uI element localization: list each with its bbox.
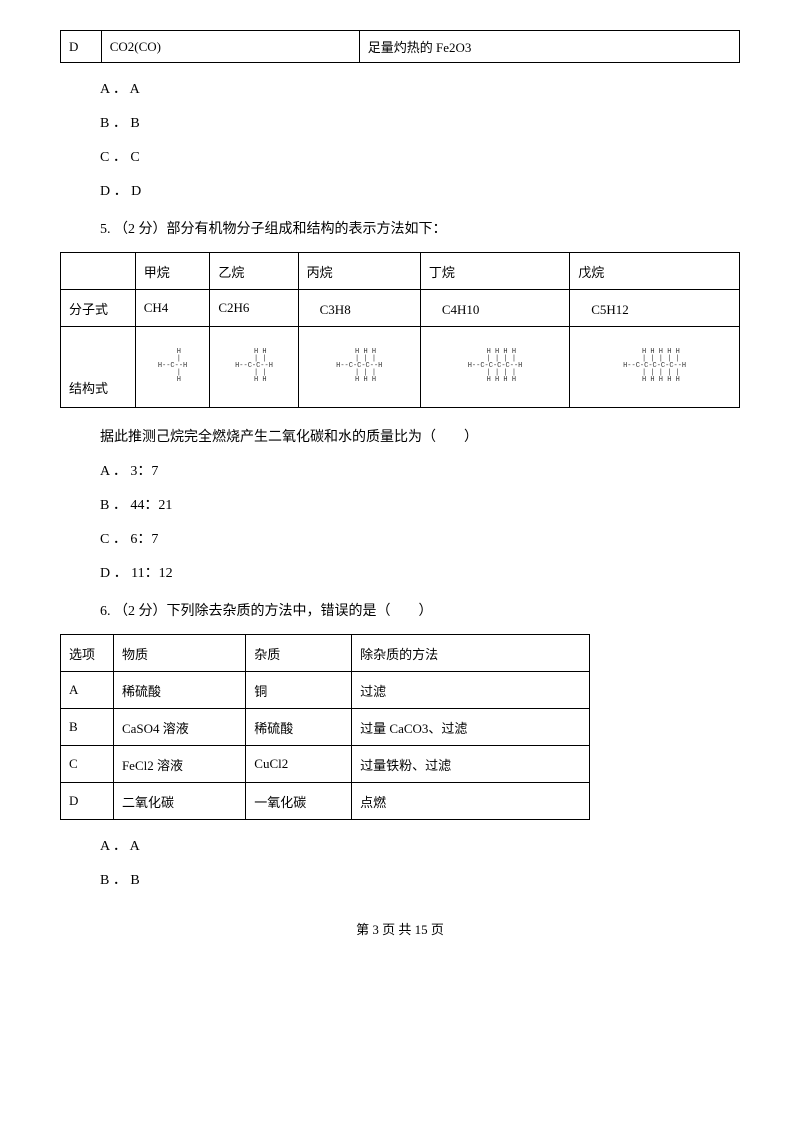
structure-c2h6: H H | | H--C-C--H | | H H [235,349,273,384]
q5-option-c: C ． 6：7 [100,528,740,548]
q6-option-b: B ． B [100,869,740,889]
cell: CaSO4 溶液 [113,709,245,746]
cell: C [61,746,114,783]
structure-c3h8: H H H | | | H--C-C-C--H | | | H H H [336,349,382,384]
cell: 物质 [113,635,245,672]
table-row: C FeCl2 溶液 CuCl2 过量铁粉、过滤 [61,746,590,783]
cell: C4H10 [420,290,569,327]
cell: 结构式 [61,327,136,408]
cell: CO2(CO) [101,31,359,63]
cell: A [61,672,114,709]
cell: H H H | | | H--C-C-C--H | | | H H H [298,327,420,408]
cell: 甲烷 [135,253,210,290]
cell: 稀硫酸 [246,709,352,746]
cell: 足量灼热的 Fe2O3 [359,31,739,63]
structure-ch4: H | H--C--H | H [158,349,187,384]
q5-post-text: 据此推测己烷完全燃烧产生二氧化碳和水的质量比为（ ） [100,426,740,446]
cell: 过滤 [352,672,590,709]
cell: 乙烷 [210,253,298,290]
cell: D [61,783,114,820]
table-row: B CaSO4 溶液 稀硫酸 过量 CaCO3、过滤 [61,709,590,746]
cell: 丙烷 [298,253,420,290]
cell: 过量 CaCO3、过滤 [352,709,590,746]
q4-option-a: A ． A [100,78,740,98]
q6-stem: 6. （2 分）下列除去杂质的方法中，错误的是（ ） [100,600,740,620]
cell: B [61,709,114,746]
cell: FeCl2 溶液 [113,746,245,783]
cell: 分子式 [61,290,136,327]
table-q5: 甲烷 乙烷 丙烷 丁烷 戊烷 分子式 CH4 C2H6 C3H8 C4H10 C… [60,252,740,408]
cell: H H H H H | | | | | H--C-C-C-C-C--H | | … [570,327,740,408]
q5-stem: 5. （2 分）部分有机物分子组成和结构的表示方法如下： [100,218,740,238]
table-q6: 选项 物质 杂质 除杂质的方法 A 稀硫酸 铜 过滤 B CaSO4 溶液 稀硫… [60,634,590,820]
cell: 杂质 [246,635,352,672]
q5-option-a: A ． 3：7 [100,460,740,480]
cell: C2H6 [210,290,298,327]
table-row: A 稀硫酸 铜 过滤 [61,672,590,709]
cell: C3H8 [298,290,420,327]
table-row: 选项 物质 杂质 除杂质的方法 [61,635,590,672]
cell: 铜 [246,672,352,709]
cell: H H | | H--C-C--H | | H H [210,327,298,408]
table-q4-fragment: D CO2(CO) 足量灼热的 Fe2O3 [60,30,740,63]
cell: 二氧化碳 [113,783,245,820]
q6-option-a: A ． A [100,835,740,855]
cell: 过量铁粉、过滤 [352,746,590,783]
q4-option-d: D ． D [100,180,740,200]
cell: CuCl2 [246,746,352,783]
table-row: D CO2(CO) 足量灼热的 Fe2O3 [61,31,740,63]
cell: 稀硫酸 [113,672,245,709]
cell: D [61,31,102,63]
cell: 戊烷 [570,253,740,290]
q4-option-c: C ． C [100,146,740,166]
q5-option-b: B ． 44：21 [100,494,740,514]
table-row: D 二氧化碳 一氧化碳 点燃 [61,783,590,820]
cell: H | H--C--H | H [135,327,210,408]
cell [61,253,136,290]
structure-c5h12: H H H H H | | | | | H--C-C-C-C-C--H | | … [623,349,686,384]
cell: 点燃 [352,783,590,820]
cell: 除杂质的方法 [352,635,590,672]
cell: 一氧化碳 [246,783,352,820]
table-row: 结构式 H | H--C--H | H H H | | H--C-C--H | … [61,327,740,408]
cell: H H H H | | | | H--C-C-C-C--H | | | | H … [420,327,569,408]
cell: 选项 [61,635,114,672]
cell: 丁烷 [420,253,569,290]
table-row: 甲烷 乙烷 丙烷 丁烷 戊烷 [61,253,740,290]
cell: C5H12 [570,290,740,327]
q4-option-b: B ． B [100,112,740,132]
q5-option-d: D ． 11：12 [100,562,740,582]
structure-c4h10: H H H H | | | | H--C-C-C-C--H | | | | H … [468,349,523,384]
cell: CH4 [135,290,210,327]
page-footer: 第 3 页 共 15 页 [60,919,740,938]
table-row: 分子式 CH4 C2H6 C3H8 C4H10 C5H12 [61,290,740,327]
